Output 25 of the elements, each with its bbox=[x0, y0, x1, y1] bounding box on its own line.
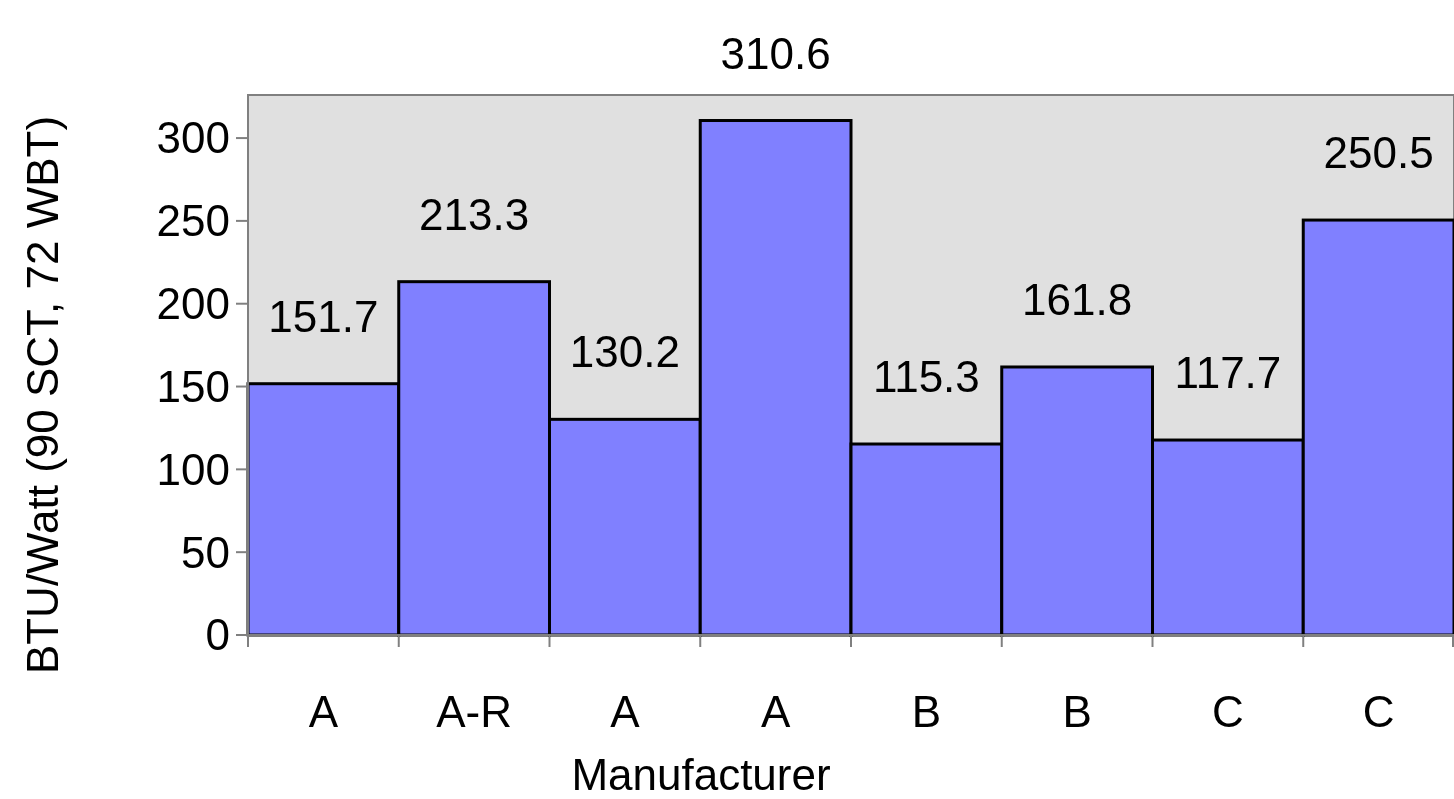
y-tick-label: 50 bbox=[181, 527, 230, 577]
y-axis-title: BTU/Watt (90 SCT, 72 WBT) bbox=[18, 115, 67, 675]
x-tick-label: A bbox=[610, 687, 641, 736]
data-label: 213.3 bbox=[419, 189, 530, 239]
x-tick-label: C bbox=[1362, 687, 1395, 736]
data-label: 250.5 bbox=[1323, 128, 1434, 178]
data-label: 117.7 bbox=[1174, 348, 1282, 398]
x-tick-label: B bbox=[1062, 687, 1092, 736]
y-tick-label: 200 bbox=[156, 279, 230, 329]
x-tick-label: B bbox=[911, 687, 942, 736]
y-tick-label: 250 bbox=[156, 196, 230, 246]
x-tick-label: A bbox=[760, 687, 791, 736]
y-tick-label: 300 bbox=[156, 113, 230, 163]
x-tick-label: A-R bbox=[436, 687, 513, 736]
x-axis-title: Manufacturer bbox=[571, 750, 831, 799]
data-label: 130.2 bbox=[569, 327, 680, 377]
y-tick-label: 0 bbox=[205, 610, 230, 660]
data-label: 161.8 bbox=[1022, 274, 1133, 324]
y-tick-label: 150 bbox=[156, 361, 230, 411]
x-tick-label: C bbox=[1211, 687, 1244, 736]
x-tick-label: A bbox=[308, 687, 339, 736]
data-label: 115.3 bbox=[872, 352, 980, 402]
y-tick-label: 100 bbox=[156, 444, 230, 494]
data-label: 310.6 bbox=[720, 28, 831, 78]
data-label: 151.7 bbox=[268, 291, 379, 341]
